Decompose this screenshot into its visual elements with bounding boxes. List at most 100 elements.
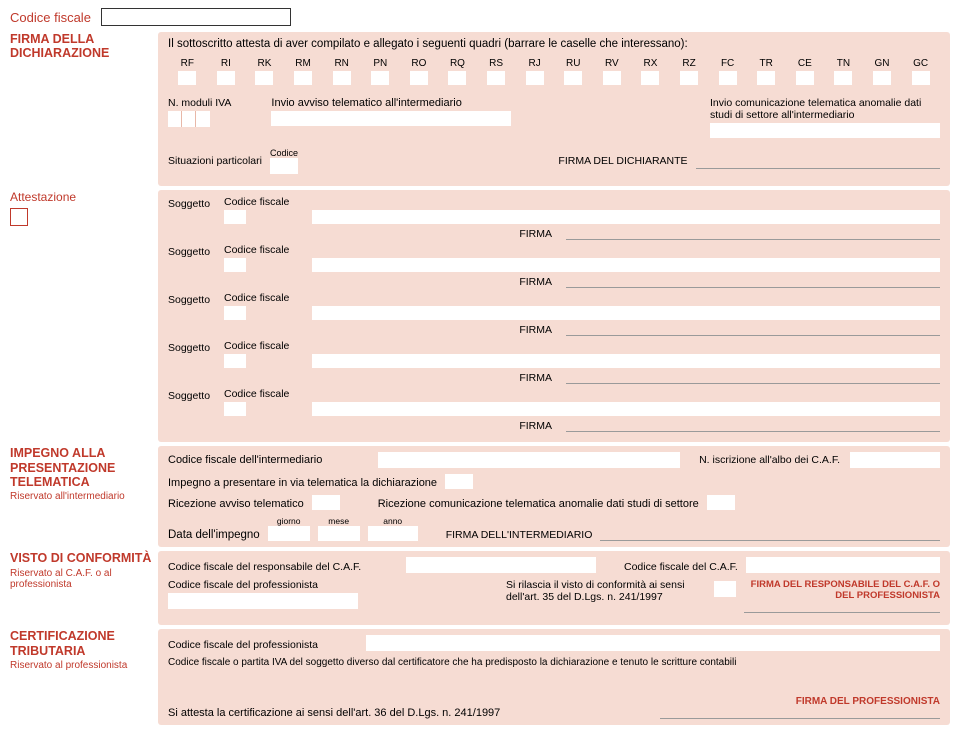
certificazione-subtitle: Riservato al professionista bbox=[10, 660, 152, 671]
firma-dichiarante-line[interactable] bbox=[696, 153, 940, 169]
quadro-rx-checkbox[interactable] bbox=[641, 71, 659, 85]
quadro-rx: RX bbox=[631, 58, 670, 85]
visto-subtitle: Riservato al C.A.F. o al professionista bbox=[10, 568, 152, 590]
quadro-ce-checkbox[interactable] bbox=[796, 71, 814, 85]
quadro-rj: RJ bbox=[515, 58, 554, 85]
quadro-ru-checkbox[interactable] bbox=[564, 71, 582, 85]
certificazione-title: CERTIFICAZIONE TRIBUTARIA bbox=[10, 629, 152, 658]
quadro-gc-checkbox[interactable] bbox=[912, 71, 930, 85]
attestazione-checkbox[interactable] bbox=[10, 208, 28, 226]
situazioni-codice-input[interactable] bbox=[270, 158, 298, 174]
soggetto-cf-input[interactable] bbox=[312, 210, 940, 224]
impegno-title: IMPEGNO ALLA PRESENTAZIONE TELEMATICA bbox=[10, 446, 152, 489]
data-impegno-label: Data dell'impegno bbox=[168, 529, 260, 541]
soggetto-firma-line[interactable] bbox=[566, 226, 940, 240]
quadro-gc: GC bbox=[901, 58, 940, 85]
soggetto-cf-input[interactable] bbox=[312, 258, 940, 272]
firma-professionista-line[interactable] bbox=[660, 707, 940, 719]
firma-responsabile-label: FIRMA DEL RESPONSABILE DEL C.A.F. O DEL … bbox=[744, 579, 940, 601]
firma-dichiarazione-title: FIRMA DELLA DICHIARAZIONE bbox=[10, 32, 152, 61]
mese-input[interactable] bbox=[318, 526, 360, 541]
cf-intermediario-input[interactable] bbox=[378, 452, 680, 468]
soggetto-cf-input[interactable] bbox=[312, 402, 940, 416]
quadro-rm-checkbox[interactable] bbox=[294, 71, 312, 85]
soggetto-cf-input[interactable] bbox=[312, 306, 940, 320]
situazioni-label: Situazioni particolari bbox=[168, 155, 262, 167]
firma-responsabile-line[interactable] bbox=[744, 601, 940, 613]
section-certificazione: CERTIFICAZIONE TRIBUTARIA Riservato al p… bbox=[10, 629, 950, 725]
cf-caf-input[interactable] bbox=[746, 557, 940, 573]
soggetto-box[interactable] bbox=[224, 306, 246, 320]
section-visto: VISTO DI CONFORMITÀ Riservato al C.A.F. … bbox=[10, 551, 950, 625]
quadri-row: RFRIRKRMRNPNRORQRSRJRURVRXRZFCTRCETNGNGC bbox=[168, 58, 940, 85]
ricezione-avviso-input[interactable] bbox=[312, 495, 340, 510]
codice-fiscale-input[interactable] bbox=[101, 8, 291, 26]
quadro-pn-checkbox[interactable] bbox=[371, 71, 389, 85]
cert-cf-prof-input[interactable] bbox=[366, 635, 940, 651]
giorno-input[interactable] bbox=[268, 526, 310, 541]
soggetto-firma-line[interactable] bbox=[566, 370, 940, 384]
quadro-tn-checkbox[interactable] bbox=[834, 71, 852, 85]
cf-intermediario-label: Codice fiscale dell'intermediario bbox=[168, 454, 368, 466]
quadro-rf: RF bbox=[168, 58, 207, 85]
quadro-ru: RU bbox=[554, 58, 593, 85]
quadro-gn: GN bbox=[863, 58, 902, 85]
cert-cf-soggetto-input[interactable] bbox=[168, 674, 468, 690]
soggetto-box[interactable] bbox=[224, 354, 246, 368]
soggetto-firma-row: FIRMA bbox=[168, 322, 940, 336]
quadro-ro: RO bbox=[400, 58, 439, 85]
firma-professionista-label: FIRMA DEL PROFESSIONISTA bbox=[660, 696, 940, 707]
quadro-ro-checkbox[interactable] bbox=[410, 71, 428, 85]
quadro-rk-checkbox[interactable] bbox=[255, 71, 273, 85]
soggetto-row: SoggettoCodice fiscale bbox=[168, 340, 940, 368]
ricezione-anomalie-label: Ricezione comunicazione telematica anoma… bbox=[378, 498, 699, 510]
quadro-gn-checkbox[interactable] bbox=[873, 71, 891, 85]
n-moduli-input[interactable] bbox=[168, 111, 231, 127]
attestazione-title: Attestazione bbox=[10, 190, 152, 204]
soggetto-cf-input[interactable] bbox=[312, 354, 940, 368]
quadro-rf-checkbox[interactable] bbox=[178, 71, 196, 85]
soggetto-box[interactable] bbox=[224, 402, 246, 416]
iscrizione-input[interactable] bbox=[850, 452, 940, 468]
cf-professionista-input[interactable] bbox=[168, 593, 358, 609]
quadro-rm: RM bbox=[284, 58, 323, 85]
quadro-rn-checkbox[interactable] bbox=[333, 71, 351, 85]
soggetto-firma-line[interactable] bbox=[566, 418, 940, 432]
quadro-rz-checkbox[interactable] bbox=[680, 71, 698, 85]
firma-intermediario-line[interactable] bbox=[600, 526, 940, 541]
firma-dichiarante-label: FIRMA DEL DICHIARANTE bbox=[558, 155, 687, 167]
section-impegno: IMPEGNO ALLA PRESENTAZIONE TELEMATICA Ri… bbox=[10, 446, 950, 547]
impegno-presentare-input[interactable] bbox=[445, 474, 473, 489]
quadro-rv-checkbox[interactable] bbox=[603, 71, 621, 85]
cf-responsabile-input[interactable] bbox=[406, 557, 596, 573]
quadro-ri: RI bbox=[207, 58, 246, 85]
ricezione-anomalie-input[interactable] bbox=[707, 495, 735, 510]
anno-input[interactable] bbox=[368, 526, 418, 541]
soggetto-row: SoggettoCodice fiscale bbox=[168, 292, 940, 320]
quadro-tr-checkbox[interactable] bbox=[757, 71, 775, 85]
quadro-fc-checkbox[interactable] bbox=[719, 71, 737, 85]
soggetto-firma-line[interactable] bbox=[566, 274, 940, 288]
soggetto-row: SoggettoCodice fiscale bbox=[168, 388, 940, 416]
soggetto-firma-line[interactable] bbox=[566, 322, 940, 336]
soggetto-box[interactable] bbox=[224, 258, 246, 272]
impegno-presentare-label: Impegno a presentare in via telematica l… bbox=[168, 477, 437, 489]
codice-fiscale-label: Codice fiscale bbox=[10, 10, 91, 25]
invio-avviso-input[interactable] bbox=[271, 111, 511, 126]
quadro-ce: CE bbox=[786, 58, 825, 85]
quadro-ri-checkbox[interactable] bbox=[217, 71, 235, 85]
cf-caf-label: Codice fiscale del C.A.F. bbox=[624, 561, 738, 573]
quadro-rj-checkbox[interactable] bbox=[526, 71, 544, 85]
section-attestazione: Attestazione SoggettoCodice fiscale FIRMA… bbox=[10, 190, 950, 442]
quadro-rk: RK bbox=[245, 58, 284, 85]
rilascia-checkbox[interactable] bbox=[714, 581, 736, 597]
soggetto-box[interactable] bbox=[224, 210, 246, 224]
impegno-subtitle: Riservato all'intermediario bbox=[10, 491, 152, 502]
invio-anomalie-input[interactable] bbox=[710, 123, 940, 138]
iscrizione-label: N. iscrizione all'albo dei C.A.F. bbox=[690, 454, 840, 466]
soggetto-firma-row: FIRMA bbox=[168, 226, 940, 240]
visto-title: VISTO DI CONFORMITÀ bbox=[10, 551, 152, 565]
quadro-rq-checkbox[interactable] bbox=[448, 71, 466, 85]
quadro-rs-checkbox[interactable] bbox=[487, 71, 505, 85]
section-firma-dichiarazione: FIRMA DELLA DICHIARAZIONE Il sottoscritt… bbox=[10, 32, 950, 186]
